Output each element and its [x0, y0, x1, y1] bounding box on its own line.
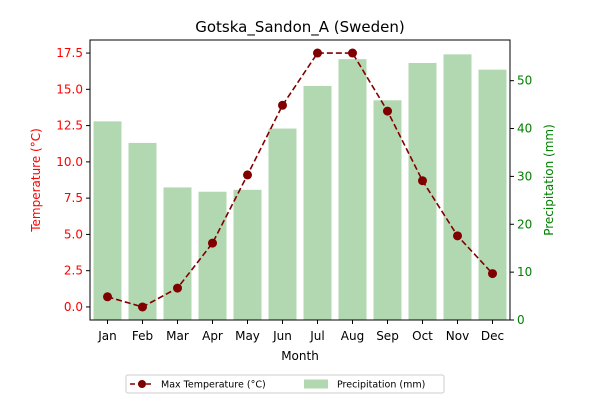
left-y-axis: 0.0 2.5 5.0 7.5 10.0 12.5 15.0 17.5: [56, 46, 90, 314]
left-tick-label-4: 10.0: [56, 155, 83, 169]
precipitation-bar-may: [234, 190, 262, 320]
x-axis-label: Month: [281, 349, 319, 363]
precipitation-bars: [94, 54, 507, 320]
chart-title: Gotska_Sandon_A (Sweden): [195, 18, 405, 37]
legend-temperature-label: Max Temperature (°C): [161, 380, 266, 391]
x-tick-label-feb: Feb: [132, 329, 153, 343]
x-tick-label-dec: Dec: [481, 329, 504, 343]
x-tick-label-jan: Jan: [97, 329, 117, 343]
x-tick-label-jul: Jul: [309, 329, 324, 343]
right-tick-label-1: 10: [517, 265, 532, 279]
x-tick-label-aug: Aug: [341, 329, 364, 343]
precipitation-bar-jun: [269, 129, 297, 320]
left-tick-label-1: 2.5: [64, 264, 83, 278]
precipitation-bar-nov: [444, 54, 472, 320]
temperature-point-jul: [313, 49, 322, 58]
x-tick-label-mar: Mar: [166, 329, 189, 343]
precipitation-bar-mar: [164, 187, 192, 320]
temperature-point-aug: [348, 49, 357, 58]
x-tick-label-oct: Oct: [412, 329, 433, 343]
temperature-point-oct: [418, 176, 427, 185]
x-tick-label-may: May: [235, 329, 260, 343]
x-axis: Jan Feb Mar Apr May Jun Jul Aug Sep Oct Nov Dec: [97, 320, 504, 343]
temperature-point-sep: [383, 107, 392, 116]
temperature-point-may: [243, 170, 252, 179]
x-tick-label-sep: Sep: [376, 329, 399, 343]
legend-bar-swatch: [304, 380, 328, 389]
right-tick-label-0: 0: [517, 313, 525, 327]
temperature-point-apr: [208, 239, 217, 248]
precipitation-bar-jul: [304, 86, 332, 320]
x-tick-label-nov: Nov: [446, 329, 469, 343]
precipitation-bar-oct: [409, 63, 437, 320]
legend: Max Temperature (°C) Precipitation (mm): [126, 375, 444, 393]
left-tick-label-7: 17.5: [56, 46, 83, 60]
left-tick-label-6: 15.0: [56, 82, 83, 96]
right-tick-label-5: 50: [517, 74, 532, 88]
left-axis-label: Temperature (°C): [29, 128, 43, 233]
right-tick-label-2: 20: [517, 217, 532, 231]
left-tick-label-5: 12.5: [56, 119, 83, 133]
precipitation-bar-aug: [339, 59, 367, 320]
left-tick-label-2: 5.0: [64, 227, 83, 241]
x-tick-label-jun: Jun: [272, 329, 292, 343]
precipitation-bar-jan: [94, 121, 122, 320]
left-tick-label-3: 7.5: [64, 191, 83, 205]
temperature-point-nov: [453, 231, 462, 240]
left-tick-label-0: 0.0: [64, 300, 83, 314]
temperature-line-layer: [103, 49, 497, 312]
right-axis-label: Precipitation (mm): [542, 124, 556, 236]
temperature-point-mar: [173, 284, 182, 293]
temperature-point-dec: [488, 269, 497, 278]
temperature-point-jun: [278, 101, 287, 110]
right-tick-label-4: 40: [517, 122, 532, 136]
right-y-axis: 0 10 20 30 40 50: [510, 74, 532, 327]
temperature-point-jan: [103, 292, 112, 301]
temperature-point-feb: [138, 302, 147, 311]
precipitation-bar-sep: [374, 100, 402, 320]
right-tick-label-3: 30: [517, 169, 532, 183]
x-tick-label-apr: Apr: [202, 329, 223, 343]
legend-precipitation-label: Precipitation (mm): [337, 380, 425, 391]
precipitation-bar-dec: [479, 70, 507, 320]
legend-line-marker: [138, 380, 146, 388]
precipitation-bar-feb: [129, 143, 157, 320]
